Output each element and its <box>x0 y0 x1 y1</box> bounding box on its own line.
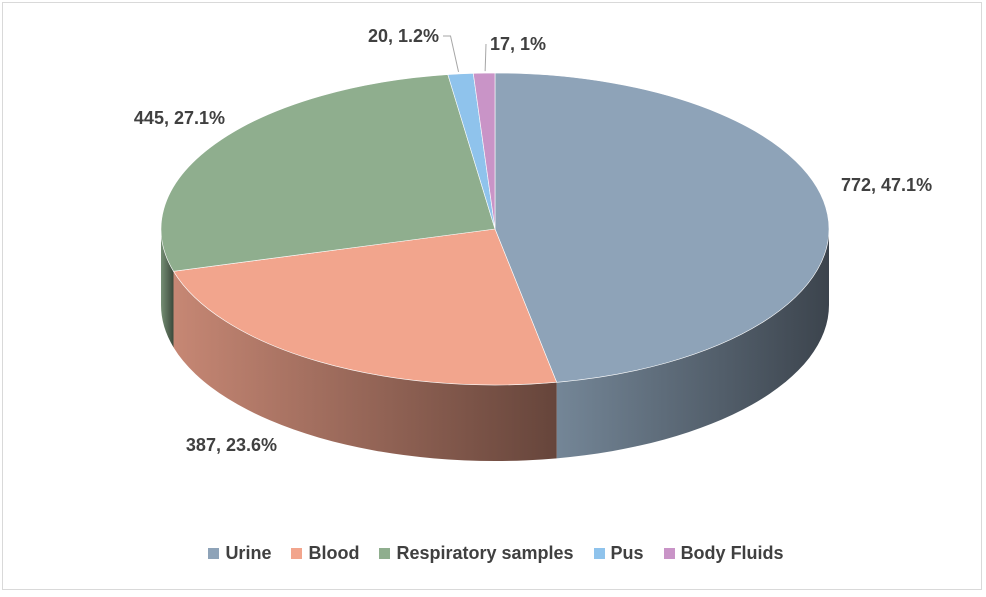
legend-label: Pus <box>610 542 644 563</box>
slice-urine[interactable] <box>494 72 830 383</box>
chart-frame: 772, 47.1% 387, 23.6% 445, 27.1% 20, 1.2% 17… <box>2 2 982 590</box>
data-label-urine: 772, 47.1% <box>841 175 932 195</box>
legend-item-blood: Blood <box>291 543 359 564</box>
slice-body-fluids[interactable] <box>472 72 496 230</box>
data-label-respiratory-samples: 445, 27.1% <box>134 108 225 128</box>
legend-label: Blood <box>308 542 360 563</box>
legend-swatch <box>593 547 605 559</box>
slice-wall-urine <box>556 229 829 459</box>
data-labels: 772, 47.1% 387, 23.6% 445, 27.1% 20, 1.2% 17… <box>134 26 932 455</box>
legend-item-pus: Pus <box>593 542 644 564</box>
legend-swatch <box>663 547 675 559</box>
legend-swatch <box>379 547 391 559</box>
legend-label: Respiratory samples <box>396 542 574 563</box>
slice-blood[interactable] <box>173 228 558 386</box>
legend-item-body-fluids: Body Fluids <box>663 542 784 564</box>
data-label-pus: 20, 1.2% <box>368 26 439 46</box>
legend-label: Urine <box>225 542 272 563</box>
slice-respiratory-samples[interactable] <box>160 74 496 272</box>
legend-label: Body Fluids <box>680 542 784 563</box>
data-label-body-fluids: 17, 1% <box>490 34 546 54</box>
leader-line-body-fluids <box>484 43 487 72</box>
leader-lines <box>443 35 487 72</box>
pie-slices <box>160 72 830 386</box>
slice-wall-respiratory-samples <box>161 229 174 348</box>
legend-swatch <box>208 547 220 559</box>
slice-wall-blood <box>173 271 557 461</box>
pie-walls <box>161 229 829 461</box>
legend-item-respiratory-samples: Respiratory samples <box>379 542 574 564</box>
leader-line-pus <box>443 35 460 72</box>
pie-chart: 772, 47.1% 387, 23.6% 445, 27.1% 20, 1.2% 17… <box>134 26 932 461</box>
legend-item-urine: Urine <box>208 543 271 564</box>
legend-swatch <box>291 547 303 559</box>
legend: Urine Blood Respiratory samples Pus Body Flu… <box>3 541 986 565</box>
data-label-blood: 387, 23.6% <box>186 435 277 455</box>
